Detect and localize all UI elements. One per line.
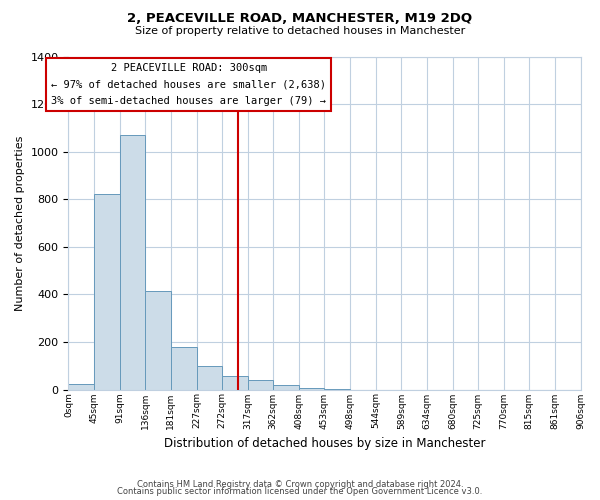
Bar [273, 385, 299, 390]
Text: 2, PEACEVILLE ROAD, MANCHESTER, M19 2DQ: 2, PEACEVILLE ROAD, MANCHESTER, M19 2DQ [127, 12, 473, 26]
Bar [68, 384, 94, 390]
Bar [120, 135, 145, 390]
Text: 2 PEACEVILLE ROAD: 300sqm
← 97% of detached houses are smaller (2,638)
3% of sem: 2 PEACEVILLE ROAD: 300sqm ← 97% of detac… [51, 63, 326, 106]
Bar [94, 194, 120, 390]
Text: Contains HM Land Registry data © Crown copyright and database right 2024.: Contains HM Land Registry data © Crown c… [137, 480, 463, 489]
Bar [171, 346, 197, 390]
Y-axis label: Number of detached properties: Number of detached properties [15, 136, 25, 310]
Bar [222, 376, 248, 390]
Bar [299, 388, 325, 390]
Text: Size of property relative to detached houses in Manchester: Size of property relative to detached ho… [135, 26, 465, 36]
X-axis label: Distribution of detached houses by size in Manchester: Distribution of detached houses by size … [164, 437, 485, 450]
Text: Contains public sector information licensed under the Open Government Licence v3: Contains public sector information licen… [118, 487, 482, 496]
Bar [248, 380, 273, 390]
Bar [145, 291, 171, 390]
Bar [197, 366, 222, 390]
